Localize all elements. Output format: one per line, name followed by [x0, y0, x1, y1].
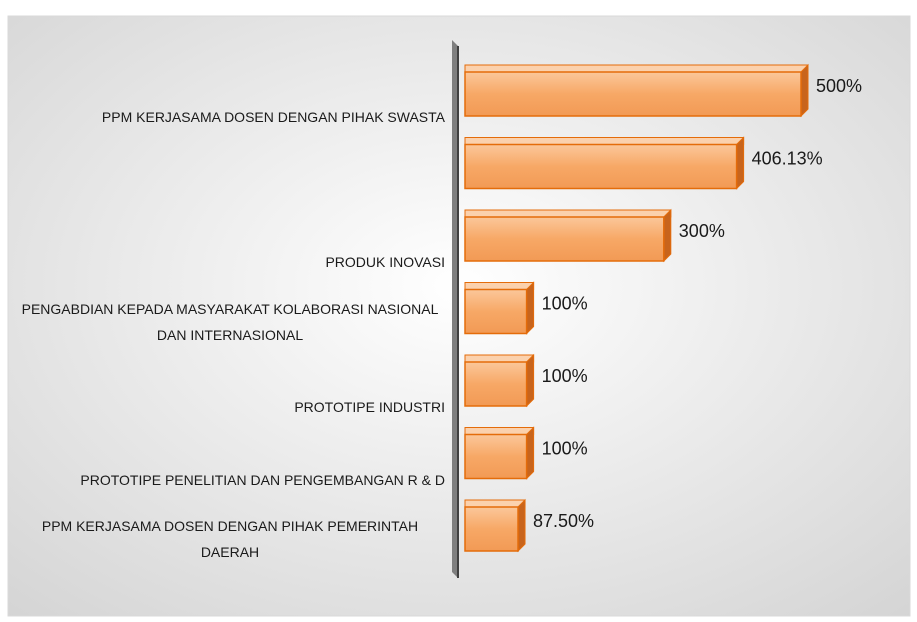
- bar-side: [736, 136, 745, 190]
- bar-side: [526, 353, 535, 408]
- value-label: 300%: [679, 221, 725, 241]
- bar: [464, 143, 738, 190]
- bar-top: [464, 282, 535, 290]
- value-label: 500%: [816, 76, 862, 96]
- bar-side: [663, 208, 672, 263]
- bar: [464, 361, 528, 407]
- bar-side: [526, 426, 535, 480]
- category-label: PROTOTIPE INDUSTRI: [294, 399, 445, 415]
- value-label: 100%: [542, 294, 588, 314]
- value-label: 87.50%: [533, 511, 594, 531]
- category-label: PPM KERJASAMA DOSEN DENGAN PIHAK SWASTA: [101, 109, 445, 125]
- value-label: 100%: [542, 439, 588, 459]
- bar-top: [464, 354, 535, 363]
- axis-wall: [452, 40, 458, 578]
- bar-top: [464, 427, 535, 435]
- bar: [464, 506, 519, 552]
- bar-top: [464, 64, 809, 73]
- bar-top: [464, 499, 526, 508]
- category-label: PPM KERJASAMA DOSEN DENGAN PIHAK PEMERIN…: [41, 518, 419, 560]
- category-label: PENGABDIAN KEPADA MASYARAKAT KOLABORASI …: [21, 300, 439, 343]
- bar-side: [526, 281, 535, 335]
- bar: [464, 71, 802, 117]
- bar-top: [464, 209, 672, 218]
- bar: [464, 216, 665, 262]
- bar-side: [800, 63, 809, 118]
- category-label: PRODUK INOVASI: [325, 254, 445, 270]
- value-label: 100%: [542, 366, 588, 386]
- value-label: 406.13%: [752, 149, 823, 169]
- bar-side: [517, 498, 526, 553]
- bar-top: [464, 137, 745, 145]
- bar: [464, 433, 528, 480]
- bar: [464, 288, 528, 335]
- category-label: PROTOTIPE PENELITIAN DAN PENGEMBANGAN R …: [80, 471, 445, 488]
